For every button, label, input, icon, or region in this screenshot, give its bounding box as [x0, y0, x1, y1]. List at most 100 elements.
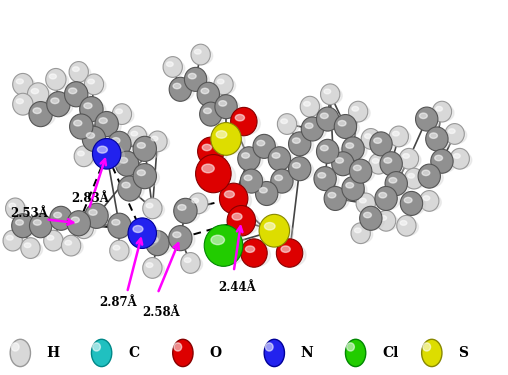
Ellipse shape [400, 152, 421, 169]
Ellipse shape [361, 129, 380, 149]
Ellipse shape [271, 169, 293, 193]
Ellipse shape [336, 158, 343, 163]
Ellipse shape [324, 186, 346, 210]
Ellipse shape [69, 88, 77, 94]
Ellipse shape [399, 148, 419, 169]
Ellipse shape [238, 151, 263, 170]
Ellipse shape [70, 65, 91, 82]
Ellipse shape [73, 67, 79, 72]
Ellipse shape [380, 216, 387, 220]
Ellipse shape [204, 108, 211, 114]
Ellipse shape [137, 170, 145, 176]
Ellipse shape [215, 99, 240, 118]
Ellipse shape [354, 165, 361, 171]
Ellipse shape [260, 219, 294, 246]
Ellipse shape [289, 136, 313, 155]
Ellipse shape [197, 160, 236, 192]
Ellipse shape [113, 245, 120, 250]
Ellipse shape [397, 215, 416, 236]
Ellipse shape [65, 82, 88, 107]
Ellipse shape [389, 178, 397, 183]
Ellipse shape [256, 182, 278, 206]
Ellipse shape [305, 123, 313, 129]
Ellipse shape [400, 220, 407, 225]
Ellipse shape [357, 196, 378, 213]
Ellipse shape [301, 100, 322, 117]
Ellipse shape [384, 158, 392, 163]
Ellipse shape [259, 214, 290, 247]
Ellipse shape [174, 343, 182, 351]
Ellipse shape [385, 172, 407, 196]
Ellipse shape [260, 188, 267, 193]
Ellipse shape [113, 107, 134, 124]
Ellipse shape [192, 48, 213, 64]
Text: Cl: Cl [382, 346, 398, 360]
Ellipse shape [99, 118, 107, 123]
Ellipse shape [92, 138, 121, 169]
Ellipse shape [163, 57, 182, 77]
Ellipse shape [84, 103, 92, 109]
Ellipse shape [170, 81, 194, 101]
Ellipse shape [253, 134, 275, 158]
Ellipse shape [181, 256, 203, 273]
Ellipse shape [78, 151, 84, 156]
Ellipse shape [146, 263, 153, 267]
Ellipse shape [6, 198, 25, 219]
Ellipse shape [112, 138, 120, 143]
Ellipse shape [393, 131, 399, 136]
Ellipse shape [289, 157, 311, 181]
Ellipse shape [134, 168, 160, 188]
Ellipse shape [128, 218, 156, 249]
Ellipse shape [143, 261, 165, 278]
Ellipse shape [420, 194, 441, 211]
Ellipse shape [422, 339, 442, 367]
Ellipse shape [360, 210, 385, 230]
Text: S: S [458, 346, 468, 360]
Ellipse shape [67, 211, 90, 236]
Text: 2.83Å: 2.83Å [71, 192, 109, 205]
Text: 2.44Å: 2.44Å [218, 281, 256, 294]
Ellipse shape [116, 109, 122, 114]
Ellipse shape [44, 230, 63, 251]
Ellipse shape [128, 126, 147, 147]
Ellipse shape [281, 119, 288, 124]
Ellipse shape [24, 243, 31, 248]
Text: O: O [209, 346, 221, 360]
Ellipse shape [433, 105, 454, 122]
Ellipse shape [431, 149, 453, 173]
Ellipse shape [62, 238, 83, 255]
Ellipse shape [352, 226, 373, 243]
Ellipse shape [225, 191, 234, 198]
Ellipse shape [133, 164, 156, 189]
Ellipse shape [404, 168, 424, 189]
Ellipse shape [174, 198, 197, 223]
Ellipse shape [93, 143, 124, 168]
Ellipse shape [173, 339, 193, 367]
Ellipse shape [317, 111, 341, 130]
Ellipse shape [68, 215, 93, 235]
Ellipse shape [214, 77, 236, 94]
Ellipse shape [13, 74, 33, 95]
Ellipse shape [13, 77, 36, 95]
Ellipse shape [198, 137, 224, 165]
Ellipse shape [334, 114, 357, 138]
Ellipse shape [89, 210, 97, 215]
Ellipse shape [345, 339, 366, 367]
Ellipse shape [302, 121, 326, 141]
Ellipse shape [192, 198, 199, 203]
Ellipse shape [348, 101, 368, 122]
Ellipse shape [332, 156, 357, 175]
Ellipse shape [12, 217, 37, 237]
Ellipse shape [46, 72, 69, 90]
Ellipse shape [167, 62, 173, 66]
Ellipse shape [31, 88, 39, 94]
Ellipse shape [277, 114, 297, 134]
Ellipse shape [6, 201, 27, 218]
Ellipse shape [289, 132, 311, 156]
Text: N: N [301, 346, 313, 360]
Ellipse shape [205, 231, 247, 266]
Ellipse shape [184, 68, 207, 92]
Ellipse shape [71, 217, 79, 223]
Ellipse shape [29, 102, 52, 127]
Ellipse shape [352, 106, 359, 111]
